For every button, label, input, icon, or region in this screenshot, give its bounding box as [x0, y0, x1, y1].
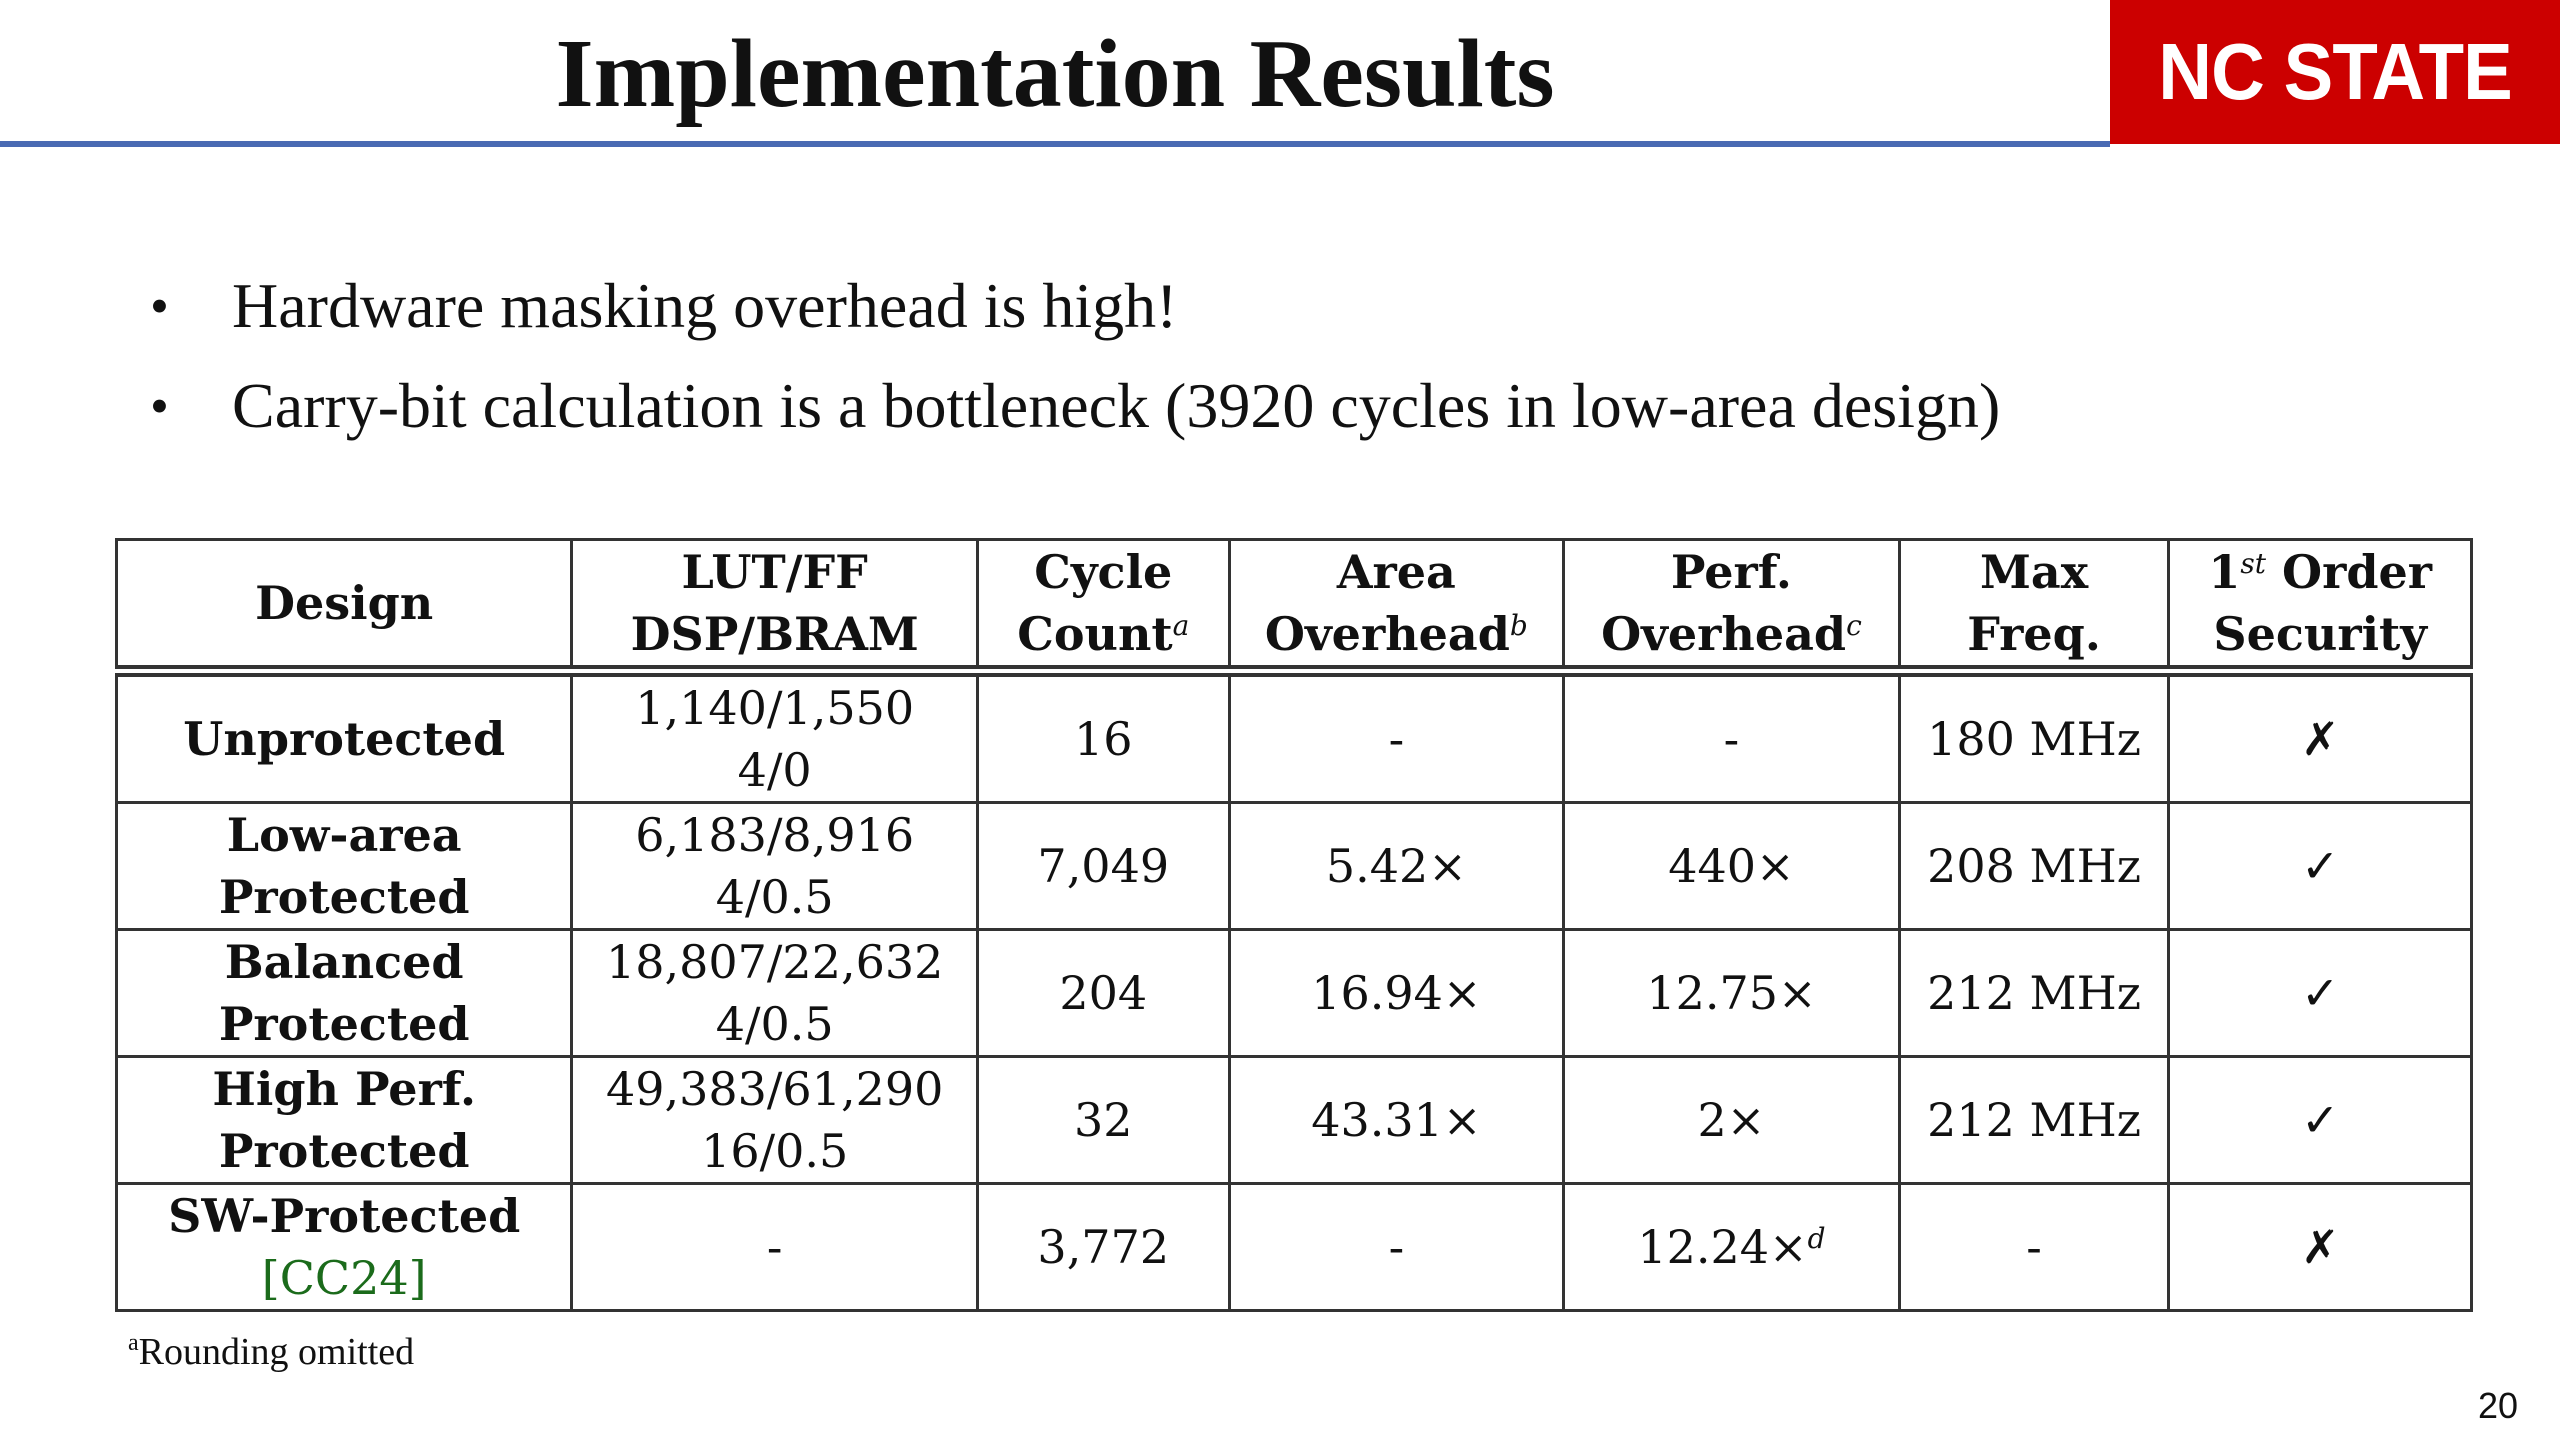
table-row: High Perf. Protected 49,383/61,290 16/0.5 … [114, 1055, 2473, 1185]
cell-area-overhead: 5.42× [1227, 801, 1566, 931]
cell-perf-overhead: 12.75× [1562, 928, 1901, 1058]
cell-resources: 6,183/8,916 4/0.5 [570, 801, 979, 931]
cell-resources: 18,807/22,632 4/0.5 [570, 928, 979, 1058]
footnote-text: Rounding omitted [138, 1331, 415, 1373]
slide-title: Implementation Results [555, 20, 1555, 128]
cell-cycle-count: 16 [976, 665, 1231, 804]
header-area-overhead: Area Overheadb [1227, 538, 1566, 673]
footnote-marker: c [1846, 609, 1862, 642]
cell-area-overhead: 16.94× [1227, 928, 1566, 1058]
title-divider [0, 141, 2110, 147]
cell-max-freq: - [1897, 1182, 2171, 1312]
footnote: aRounding omitted [128, 1330, 414, 1374]
footnote-marker: a [128, 1330, 139, 1356]
header-perf-overhead: Perf. Overheadc [1562, 538, 1901, 673]
cell-security-cross-icon: ✗ [2167, 1182, 2473, 1312]
cell-perf-overhead: 2× [1562, 1055, 1901, 1185]
cell-max-freq: 208 MHz [1897, 801, 2171, 931]
bullet-dot-icon: • [150, 276, 169, 336]
cell-design: SW-Protected [CC24] [114, 1182, 574, 1312]
cell-perf-overhead: - [1562, 665, 1901, 804]
cell-cycle-count: 3,772 [976, 1182, 1231, 1312]
cell-area-overhead: - [1227, 665, 1566, 804]
footnote-marker: a [1172, 609, 1190, 642]
cell-max-freq: 212 MHz [1897, 928, 2171, 1058]
header-cycle-count: Cycle Counta [976, 538, 1231, 673]
cell-perf-overhead: 12.24×d [1562, 1182, 1901, 1312]
cell-security-check-icon: ✓ [2167, 1055, 2473, 1185]
cell-resources: 49,383/61,290 16/0.5 [570, 1055, 979, 1185]
table-row: Unprotected 1,140/1,550 4/0 16 - - 180 MH… [114, 665, 2473, 804]
table-header-row: Design LUT/FF DSP/BRAM Cycle Counta Area Ov… [114, 538, 2473, 673]
cell-cycle-count: 204 [976, 928, 1231, 1058]
header-lut-ff: LUT/FF DSP/BRAM [570, 538, 979, 673]
footnote-marker: b [1509, 609, 1528, 642]
table-row: Balanced Protected 18,807/22,632 4/0.5 204… [114, 928, 2473, 1058]
bullet-dot-icon: • [150, 376, 169, 436]
table-row: Low-area Protected 6,183/8,916 4/0.5 7,049… [114, 801, 2473, 931]
bullet-text: Carry-bit calculation is a bottleneck (3… [232, 370, 2001, 441]
cell-security-check-icon: ✓ [2167, 801, 2473, 931]
citation-link[interactable]: [CC24] [261, 1251, 427, 1305]
nc-state-logo: NC STATE [2110, 0, 2560, 144]
cell-cycle-count: 32 [976, 1055, 1231, 1185]
logo-text: NC STATE [2158, 27, 2512, 116]
cell-design: Low-area Protected [114, 801, 574, 931]
bullet-text: Hardware masking overhead is high! [232, 270, 1178, 341]
results-table: Design LUT/FF DSP/BRAM Cycle Counta Area Ov… [114, 538, 2473, 1312]
header-security: 1st Order Security [2167, 538, 2473, 673]
cell-perf-overhead: 440× [1562, 801, 1901, 931]
cell-area-overhead: 43.31× [1227, 1055, 1566, 1185]
cell-resources: - [570, 1182, 979, 1312]
cell-max-freq: 212 MHz [1897, 1055, 2171, 1185]
header-design: Design [114, 538, 574, 673]
page-number: 20 [2478, 1385, 2519, 1426]
cell-design: Balanced Protected [114, 928, 574, 1058]
cell-max-freq: 180 MHz [1897, 665, 2171, 804]
footnote-marker: d [1807, 1222, 1826, 1255]
cell-cycle-count: 7,049 [976, 801, 1231, 931]
cell-security-cross-icon: ✗ [2167, 665, 2473, 804]
cell-design: High Perf. Protected [114, 1055, 574, 1185]
cell-security-check-icon: ✓ [2167, 928, 2473, 1058]
cell-resources: 1,140/1,550 4/0 [570, 665, 979, 804]
bullet-list: • Hardware masking overhead is high! • Car… [150, 256, 2000, 456]
bullet-item: • Carry-bit calculation is a bottleneck (… [150, 356, 2000, 456]
header-max-freq: Max Freq. [1897, 538, 2171, 673]
cell-design: Unprotected [114, 665, 574, 804]
bullet-item: • Hardware masking overhead is high! [150, 256, 2000, 356]
cell-area-overhead: - [1227, 1182, 1566, 1312]
table-row: SW-Protected [CC24] - 3,772 - 12.24×d - ✗ [114, 1182, 2473, 1312]
